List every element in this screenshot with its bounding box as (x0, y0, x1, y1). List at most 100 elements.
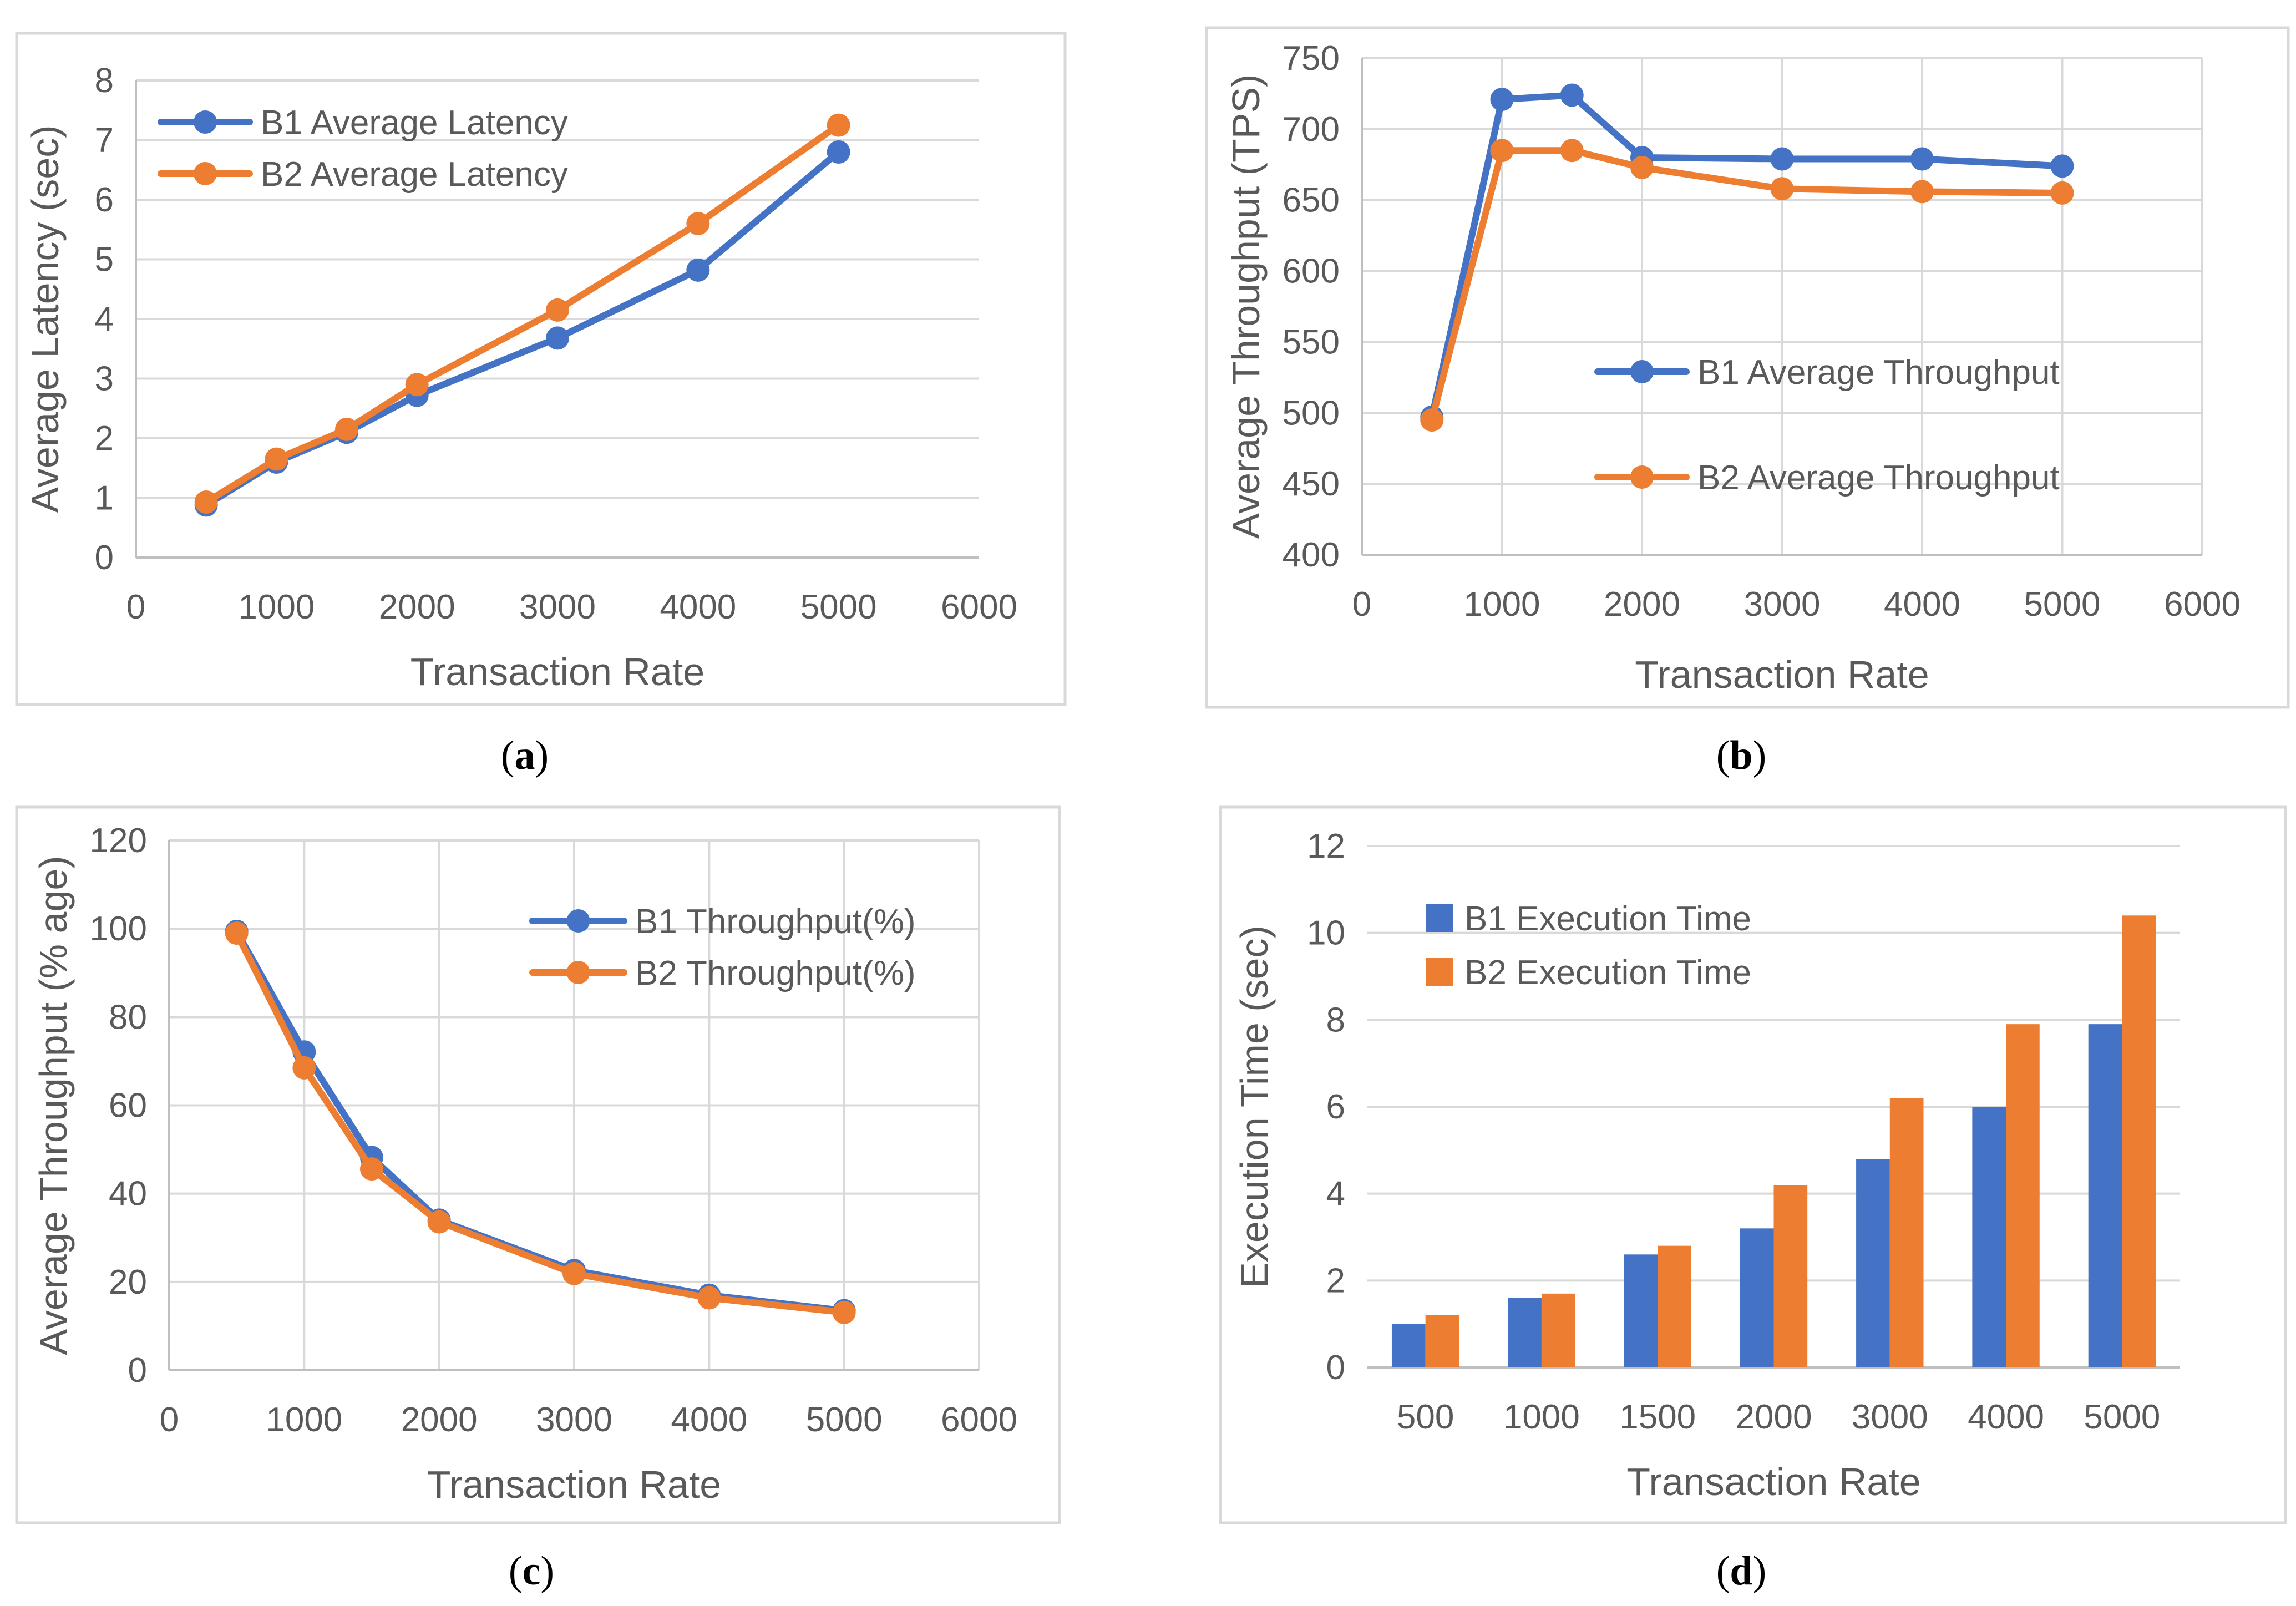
bar-2 (1658, 1245, 1691, 1367)
data-point-2 (1560, 139, 1584, 163)
data-point-2 (225, 921, 249, 945)
data-point-1 (2050, 154, 2074, 178)
y-tick-label: 100 (90, 910, 147, 948)
y-tick-label: 500 (1283, 394, 1340, 432)
x-tick-label: 3000 (536, 1401, 612, 1439)
y-axis-title: Average Latency (sec) (23, 125, 67, 513)
legend-swatch (1426, 904, 1453, 932)
x-tick-label: 2000 (1604, 585, 1680, 624)
y-tick-label: 60 (109, 1087, 147, 1125)
legend-label: B1 Average Throughput (1697, 353, 2060, 392)
data-point-2 (827, 113, 850, 137)
data-point-2 (335, 417, 358, 441)
x-tick-label: 4000 (660, 588, 736, 626)
throughput-tps-chart: 400 450 500 550 600 650 700 750 0 1000 2000 3000 400… (1205, 26, 2290, 709)
y-tick-label: 400 (1283, 536, 1340, 574)
legend-label: B1 Average Latency (261, 104, 568, 142)
data-point-2 (562, 1262, 586, 1285)
data-point-2 (2050, 181, 2074, 205)
x-tick-label: 3000 (1852, 1398, 1928, 1436)
data-point-2 (1420, 408, 1444, 432)
data-point-2 (686, 212, 710, 235)
data-point-2 (832, 1300, 856, 1324)
y-tick-label: 4 (95, 300, 114, 338)
data-point-2 (546, 298, 569, 322)
x-tick-label: 2000 (379, 588, 455, 626)
y-tick-label: 8 (95, 62, 114, 100)
y-tick-label: 8 (1326, 1001, 1345, 1039)
bar-2 (1773, 1185, 1808, 1367)
chart-panel-c: 0 20 40 60 80 100 120 0 1000 2000 3000 4000 5000 6000… (0, 799, 1109, 1537)
y-tick-label: 2 (1326, 1262, 1345, 1300)
y-tick-label: 6 (1326, 1088, 1345, 1126)
bar-2 (2006, 1024, 2040, 1367)
x-axis-title: Transaction Rate (1626, 1460, 1920, 1503)
y-tick-label: 2 (95, 419, 114, 458)
y-tick-label: 40 (109, 1175, 147, 1213)
legend-swatch (1426, 958, 1453, 986)
x-tick-label: 4000 (1884, 585, 1960, 624)
x-tick-label: 5000 (2024, 585, 2101, 624)
throughput-percent-chart: 0 20 40 60 80 100 120 0 1000 2000 3000 4000 5000 6000… (15, 805, 1061, 1524)
x-tick-label: 3000 (1744, 585, 1821, 624)
x-tick-label: 1000 (1464, 585, 1540, 624)
data-point-1 (1490, 88, 1514, 112)
bar-2 (1541, 1293, 1575, 1367)
panel-label-a: (a) (500, 733, 549, 778)
legend-label: B1 Execution Time (1464, 900, 1751, 938)
legend-marker (566, 961, 590, 984)
y-tick-label: 650 (1283, 181, 1340, 220)
x-axis-title: Transaction Rate (427, 1463, 721, 1506)
bar-2 (1889, 1098, 1924, 1367)
y-axis-title: Average Throughput (TPS) (1224, 74, 1268, 539)
chart-panel-b: 400 450 500 550 600 650 700 750 0 1000 2000 3000 400… (1193, 0, 2296, 721)
chart-frame (15, 32, 1067, 706)
x-tick-label: 5000 (800, 588, 877, 626)
data-point-2 (1490, 139, 1514, 163)
data-point-1 (1560, 83, 1584, 107)
data-point-2 (1630, 155, 1654, 179)
y-tick-label: 4 (1326, 1175, 1345, 1213)
legend-label: B1 Throughput(%) (635, 903, 915, 941)
panel-label-b: (b) (1716, 733, 1767, 778)
data-point-2 (697, 1286, 721, 1310)
y-tick-label: 450 (1283, 465, 1340, 503)
x-tick-label: 1000 (1503, 1398, 1580, 1436)
y-tick-label: 3 (95, 360, 114, 398)
y-tick-label: 12 (1307, 827, 1345, 865)
x-tick-label: 2000 (1736, 1398, 1812, 1436)
x-tick-label: 2000 (401, 1401, 478, 1439)
execution-time-chart: 0 2 4 6 8 10 12 500 1000 1500 2000 3000 4000 5000 B1 E… (1219, 805, 2287, 1524)
data-point-2 (292, 1056, 316, 1080)
data-point-2 (1910, 180, 1934, 204)
y-tick-label: 5 (95, 241, 114, 279)
x-tick-label: 1000 (238, 588, 315, 626)
y-tick-label: 1 (95, 479, 114, 518)
data-point-1 (1910, 147, 1934, 171)
x-tick-label: 1000 (266, 1401, 342, 1439)
data-point-2 (405, 373, 429, 397)
bar-2 (1425, 1315, 1459, 1367)
bar-1 (1508, 1298, 1542, 1367)
data-point-2 (194, 490, 218, 514)
latency-chart: 0 1 2 3 4 5 6 7 8 0 1000 2000 3000 4000 5000 6000 B1 Ave… (15, 32, 1067, 706)
x-tick-label: 6000 (2164, 585, 2241, 624)
legend-marker (566, 909, 590, 933)
legend-label: B2 Execution Time (1464, 954, 1751, 992)
chart-panel-d: 0 2 4 6 8 10 12 500 1000 1500 2000 3000 4000 5000 B1 E… (1193, 799, 2296, 1537)
y-tick-label: 0 (95, 539, 114, 577)
x-tick-label: 5000 (806, 1401, 883, 1439)
data-point-2 (427, 1210, 451, 1234)
chart-panel-a: 0 1 2 3 4 5 6 7 8 0 1000 2000 3000 4000 5000 6000 B1 Ave… (0, 0, 1109, 721)
x-tick-label: 500 (1397, 1398, 1454, 1436)
chart-frame (15, 805, 1061, 1524)
x-tick-label: 0 (160, 1401, 179, 1439)
y-tick-label: 550 (1283, 323, 1340, 361)
legend-label: B2 Average Latency (261, 155, 568, 194)
x-tick-label: 4000 (671, 1401, 747, 1439)
y-tick-label: 10 (1307, 914, 1345, 953)
x-tick-label: 3000 (519, 588, 596, 626)
y-tick-label: 7 (95, 121, 114, 160)
data-point-1 (546, 326, 569, 350)
x-tick-label: 6000 (941, 588, 1017, 626)
